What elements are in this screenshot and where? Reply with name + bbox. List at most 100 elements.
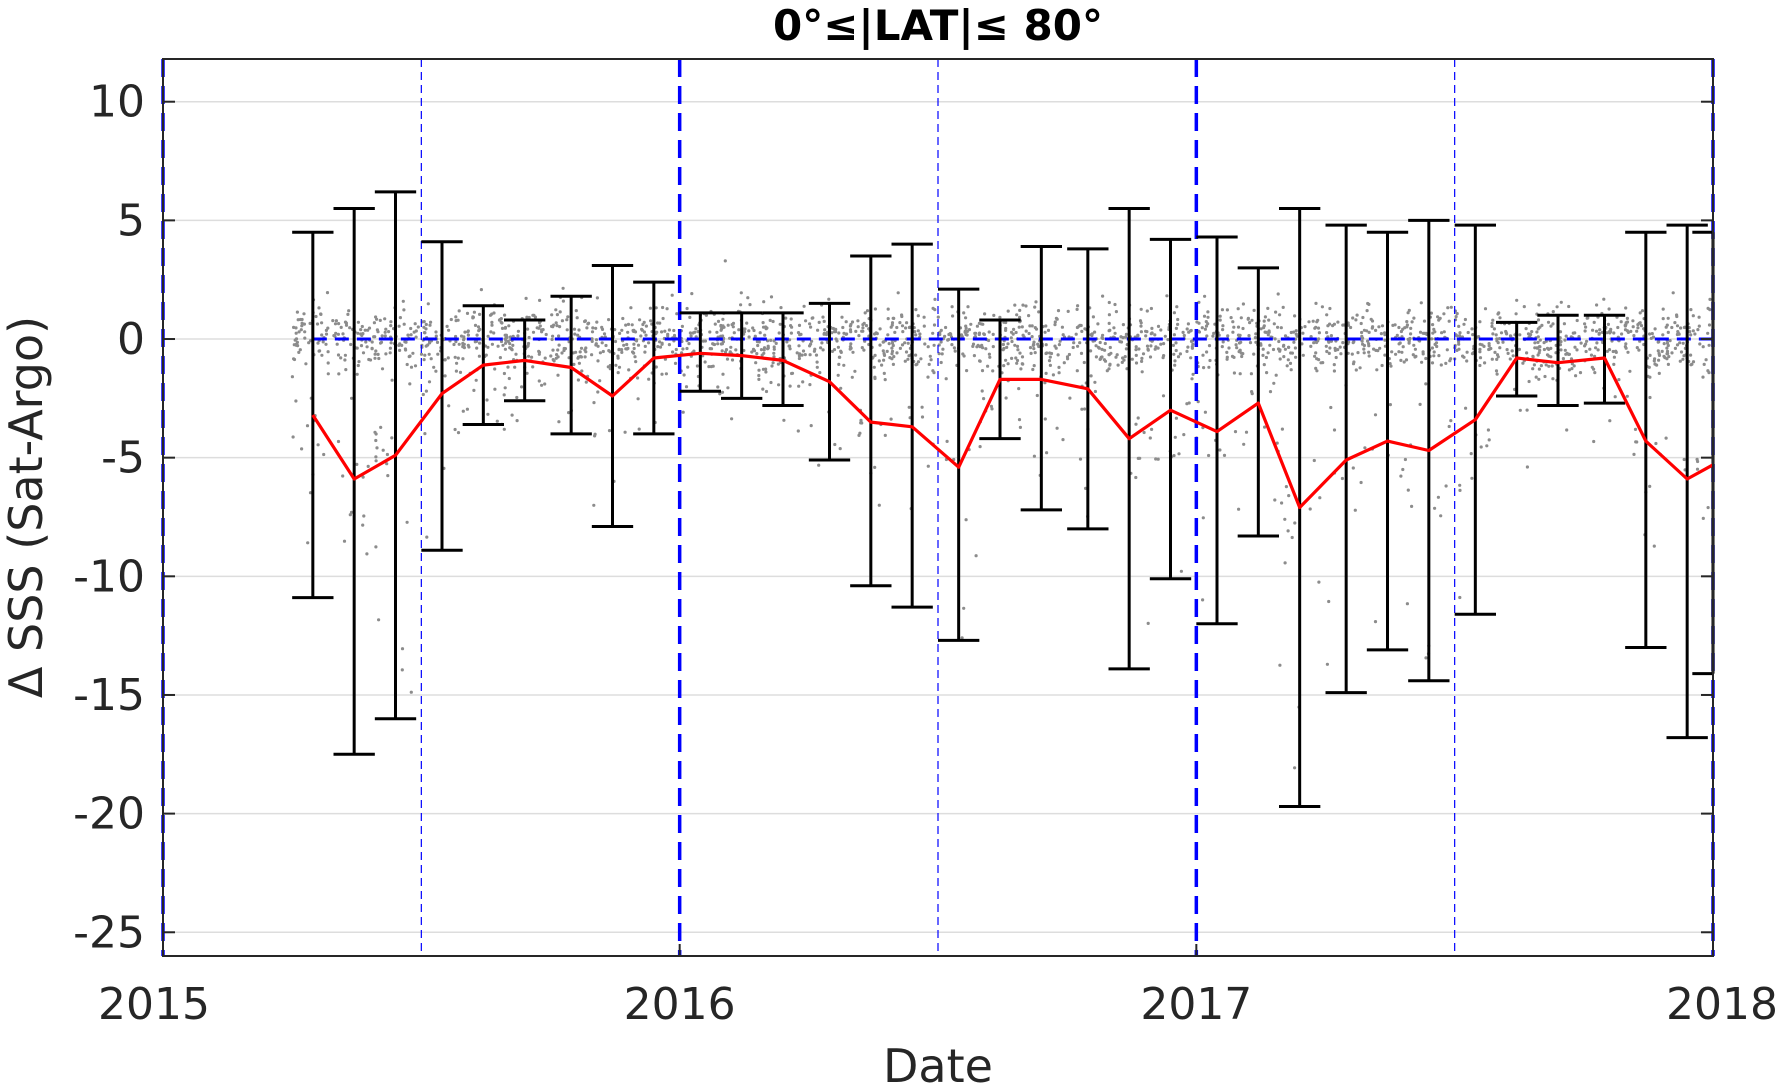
scatter-point [454,340,458,344]
scatter-point [632,351,636,355]
scatter-point [1697,315,1701,319]
scatter-point [834,330,838,334]
scatter-point [900,343,905,347]
scatter-point [365,552,369,556]
scatter-point [750,350,754,354]
scatter-point [940,352,944,356]
scatter-point [1611,349,1615,354]
scatter-point [1420,360,1424,364]
scatter-point [1586,316,1590,320]
scatter-point [1334,355,1338,360]
scatter-point [1706,506,1710,510]
scatter-point [429,320,433,324]
scatter-point [1682,325,1686,330]
scatter-point [1279,326,1283,330]
scatter-point [1660,349,1664,353]
scatter-point [578,354,583,359]
scatter-point [969,322,973,326]
scatter-point [920,415,925,419]
scatter-point [1551,322,1555,326]
scatter-point [1397,350,1401,354]
scatter-point [772,347,776,351]
scatter-point [367,326,372,330]
scatter-point [475,339,479,343]
scatter-point [848,345,853,349]
scatter-point [1119,335,1123,339]
scatter-point [1266,306,1270,310]
scatter-point [649,319,653,323]
scatter-point [1202,366,1206,370]
scatter-point [1365,329,1369,333]
scatter-point [1632,452,1636,456]
scatter-point [316,341,320,345]
scatter-point [1093,389,1097,394]
scatter-point [1190,346,1194,350]
scatter-point [409,365,414,369]
scatter-point [356,320,360,324]
scatter-point [577,328,581,332]
scatter-point [1325,662,1329,666]
scatter-point [511,334,515,338]
scatter-point [1239,316,1243,320]
scatter-point [583,319,587,324]
scatter-point [1648,353,1652,357]
scatter-point [914,308,918,312]
scatter-point [1432,327,1436,331]
scatter-point [1626,350,1630,354]
scatter-point [827,297,831,301]
scatter-point [1412,316,1416,320]
scatter-point [1207,344,1212,348]
scatter-point [1057,343,1061,347]
scatter-point [859,418,863,422]
scatter-point [297,350,301,354]
scatter-point [1278,663,1282,667]
scatter-point [777,331,781,335]
scatter-point [1405,320,1409,324]
scatter-point [836,373,840,377]
scatter-point [1201,353,1205,357]
scatter-point [814,353,819,357]
scatter-point [402,308,406,312]
scatter-point [428,341,432,345]
scatter-point [1665,346,1669,350]
scatter-point [499,339,504,344]
scatter-point [1454,315,1458,319]
scatter-point [503,333,507,337]
scatter-point [1013,303,1017,307]
scatter-point [308,491,313,495]
scatter-point [1314,325,1318,329]
scatter-point [1190,377,1194,381]
scatter-point [1494,333,1498,337]
scatter-point [1549,346,1553,350]
scatter-point [1249,372,1253,376]
scatter-point [1469,452,1473,456]
scatter-point [622,343,626,347]
scatter-point [1220,345,1224,349]
scatter-point [626,330,630,334]
scatter-point [573,332,577,336]
scatter-point [617,348,621,352]
scatter-point [756,343,760,348]
scatter-point [1044,324,1048,328]
scatter-point [1053,320,1057,324]
scatter-point [1175,305,1179,309]
scatter-point [1457,342,1461,346]
scatter-point [1592,439,1596,444]
scatter-point [1655,363,1659,367]
scatter-point [980,389,984,393]
scatter-point [1693,332,1697,336]
scatter-point [1162,342,1166,346]
scatter-point [1559,340,1563,344]
scatter-point [525,315,529,319]
scatter-point [1148,355,1153,359]
scatter-point [558,310,562,314]
scatter-point [561,299,566,303]
scatter-point [1015,358,1020,363]
scatter-point [634,360,638,364]
scatter-point [963,329,967,333]
scatter-point [1115,353,1119,357]
scatter-point [837,362,841,366]
scatter-point [1511,354,1515,358]
scatter-point [1185,349,1189,353]
scatter-point [1287,494,1291,498]
